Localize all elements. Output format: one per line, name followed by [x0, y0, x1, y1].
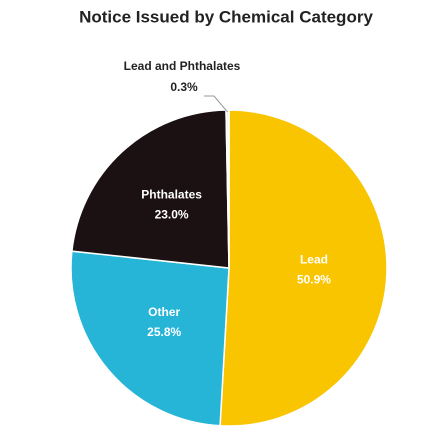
pie-slice [219, 109, 388, 427]
slice-value: 23.0% [155, 207, 189, 221]
pie-slice [71, 109, 230, 269]
leader-line [204, 95, 228, 113]
slice-label: Other [148, 305, 180, 319]
slice-value: 0.3% [170, 80, 198, 94]
pie-slice [70, 250, 230, 427]
slice-label: Lead and Phthalates [124, 59, 241, 73]
slice-label: Lead [300, 253, 328, 267]
slice-label: Phthalates [141, 187, 202, 201]
slice-value: 50.9% [297, 273, 331, 287]
slice-value: 25.8% [147, 325, 181, 339]
chart-title: Notice Issued by Chemical Category [79, 7, 373, 26]
